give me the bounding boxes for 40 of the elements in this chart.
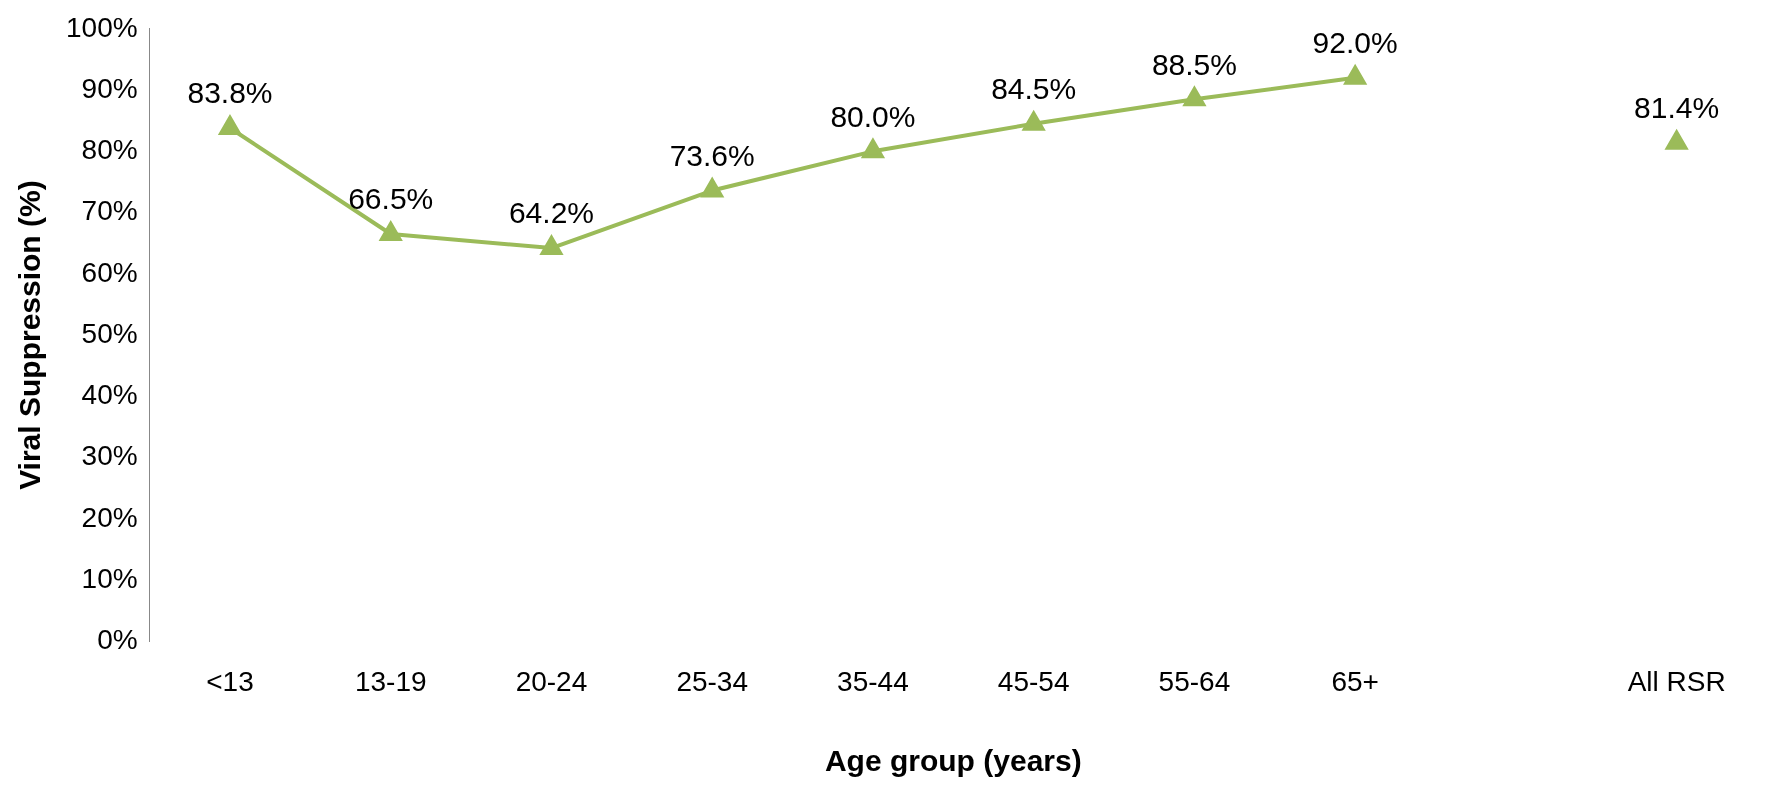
point xyxy=(540,236,563,256)
point xyxy=(700,176,725,198)
point xyxy=(1021,109,1046,131)
point xyxy=(1183,87,1206,107)
text: 92.0% xyxy=(1312,26,1398,60)
text: 73.6% xyxy=(669,138,755,172)
text: 83.8% xyxy=(187,76,273,110)
x-tick-label: 25-34 xyxy=(676,665,749,697)
x-tick-label: <13 xyxy=(206,665,254,697)
x-tick-label: 35-44 xyxy=(837,665,909,697)
x-tick-label: 13-19 xyxy=(354,665,427,697)
point xyxy=(380,222,402,242)
x-tick-label: 65+ xyxy=(1331,665,1379,697)
point xyxy=(1664,128,1689,150)
y-tick-label: 50% xyxy=(81,317,138,349)
x-tick-label: 20-24 xyxy=(515,665,588,697)
x-tick-label: 55-64 xyxy=(1158,665,1231,697)
y-tick-label: 40% xyxy=(81,379,138,411)
point xyxy=(1343,63,1368,85)
point xyxy=(862,139,884,159)
y-tick-label: 90% xyxy=(81,72,138,104)
text: 66.5% xyxy=(348,182,434,216)
x-axis-title: Age group (years) xyxy=(824,744,1082,778)
text: 84.5% xyxy=(991,72,1077,106)
point xyxy=(219,116,241,136)
y-tick-label: 30% xyxy=(81,440,138,472)
y-tick-label: 80% xyxy=(81,134,138,166)
x-tick-label: All RSR xyxy=(1627,665,1726,697)
text: 81.4% xyxy=(1634,91,1720,125)
y-tick-label: 0% xyxy=(97,624,138,656)
text: 64.2% xyxy=(508,196,594,230)
y-tick-label: 60% xyxy=(81,256,138,288)
y-axis-title: Viral Suppression (%) xyxy=(13,180,47,490)
y-tick-label: 70% xyxy=(81,195,138,227)
y-tick-label: 10% xyxy=(81,562,138,594)
text: 88.5% xyxy=(1151,47,1237,81)
y-tick-label: 100% xyxy=(65,11,138,43)
text: 80.0% xyxy=(830,99,916,133)
x-tick-label: 45-54 xyxy=(997,665,1070,697)
y-tick-label: 20% xyxy=(81,501,138,533)
